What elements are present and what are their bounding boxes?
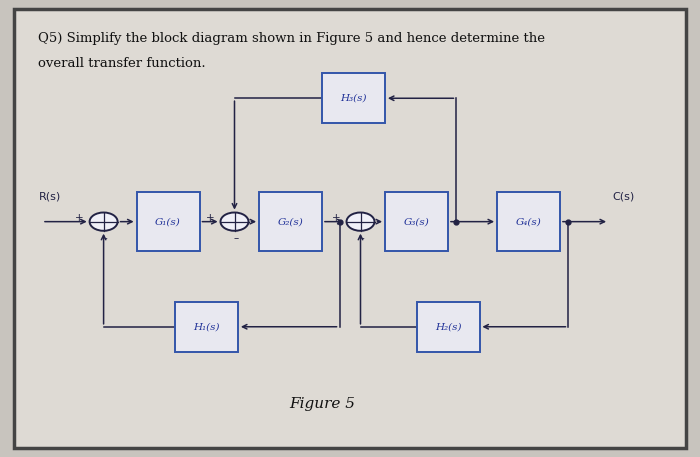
Text: R(s): R(s) bbox=[38, 191, 61, 202]
Text: +: + bbox=[75, 213, 83, 223]
Text: +: + bbox=[332, 213, 340, 223]
Bar bbox=[497, 192, 560, 251]
Bar bbox=[259, 192, 322, 251]
Text: G₁(s): G₁(s) bbox=[155, 217, 181, 226]
Bar bbox=[322, 73, 385, 123]
Text: -: - bbox=[103, 233, 107, 243]
Text: Q5) Simplify the block diagram shown in Figure 5 and hence determine the: Q5) Simplify the block diagram shown in … bbox=[38, 32, 545, 45]
Text: –: – bbox=[233, 233, 239, 243]
Bar bbox=[385, 192, 448, 251]
Text: G₂(s): G₂(s) bbox=[278, 217, 303, 226]
Circle shape bbox=[220, 213, 248, 231]
Text: C(s): C(s) bbox=[612, 191, 635, 202]
Text: H₁(s): H₁(s) bbox=[193, 322, 220, 331]
Text: H₃(s): H₃(s) bbox=[340, 94, 367, 103]
Text: G₃(s): G₃(s) bbox=[404, 217, 429, 226]
FancyBboxPatch shape bbox=[14, 9, 686, 448]
Text: Figure 5: Figure 5 bbox=[289, 398, 355, 411]
Text: G₄(s): G₄(s) bbox=[516, 217, 541, 226]
Text: H₂(s): H₂(s) bbox=[435, 322, 461, 331]
Text: -: - bbox=[360, 233, 364, 243]
Circle shape bbox=[90, 213, 118, 231]
Text: overall transfer function.: overall transfer function. bbox=[38, 57, 206, 69]
Text: +: + bbox=[206, 213, 214, 223]
Bar bbox=[416, 302, 480, 352]
Bar bbox=[136, 192, 199, 251]
Circle shape bbox=[346, 213, 374, 231]
Bar bbox=[175, 302, 238, 352]
